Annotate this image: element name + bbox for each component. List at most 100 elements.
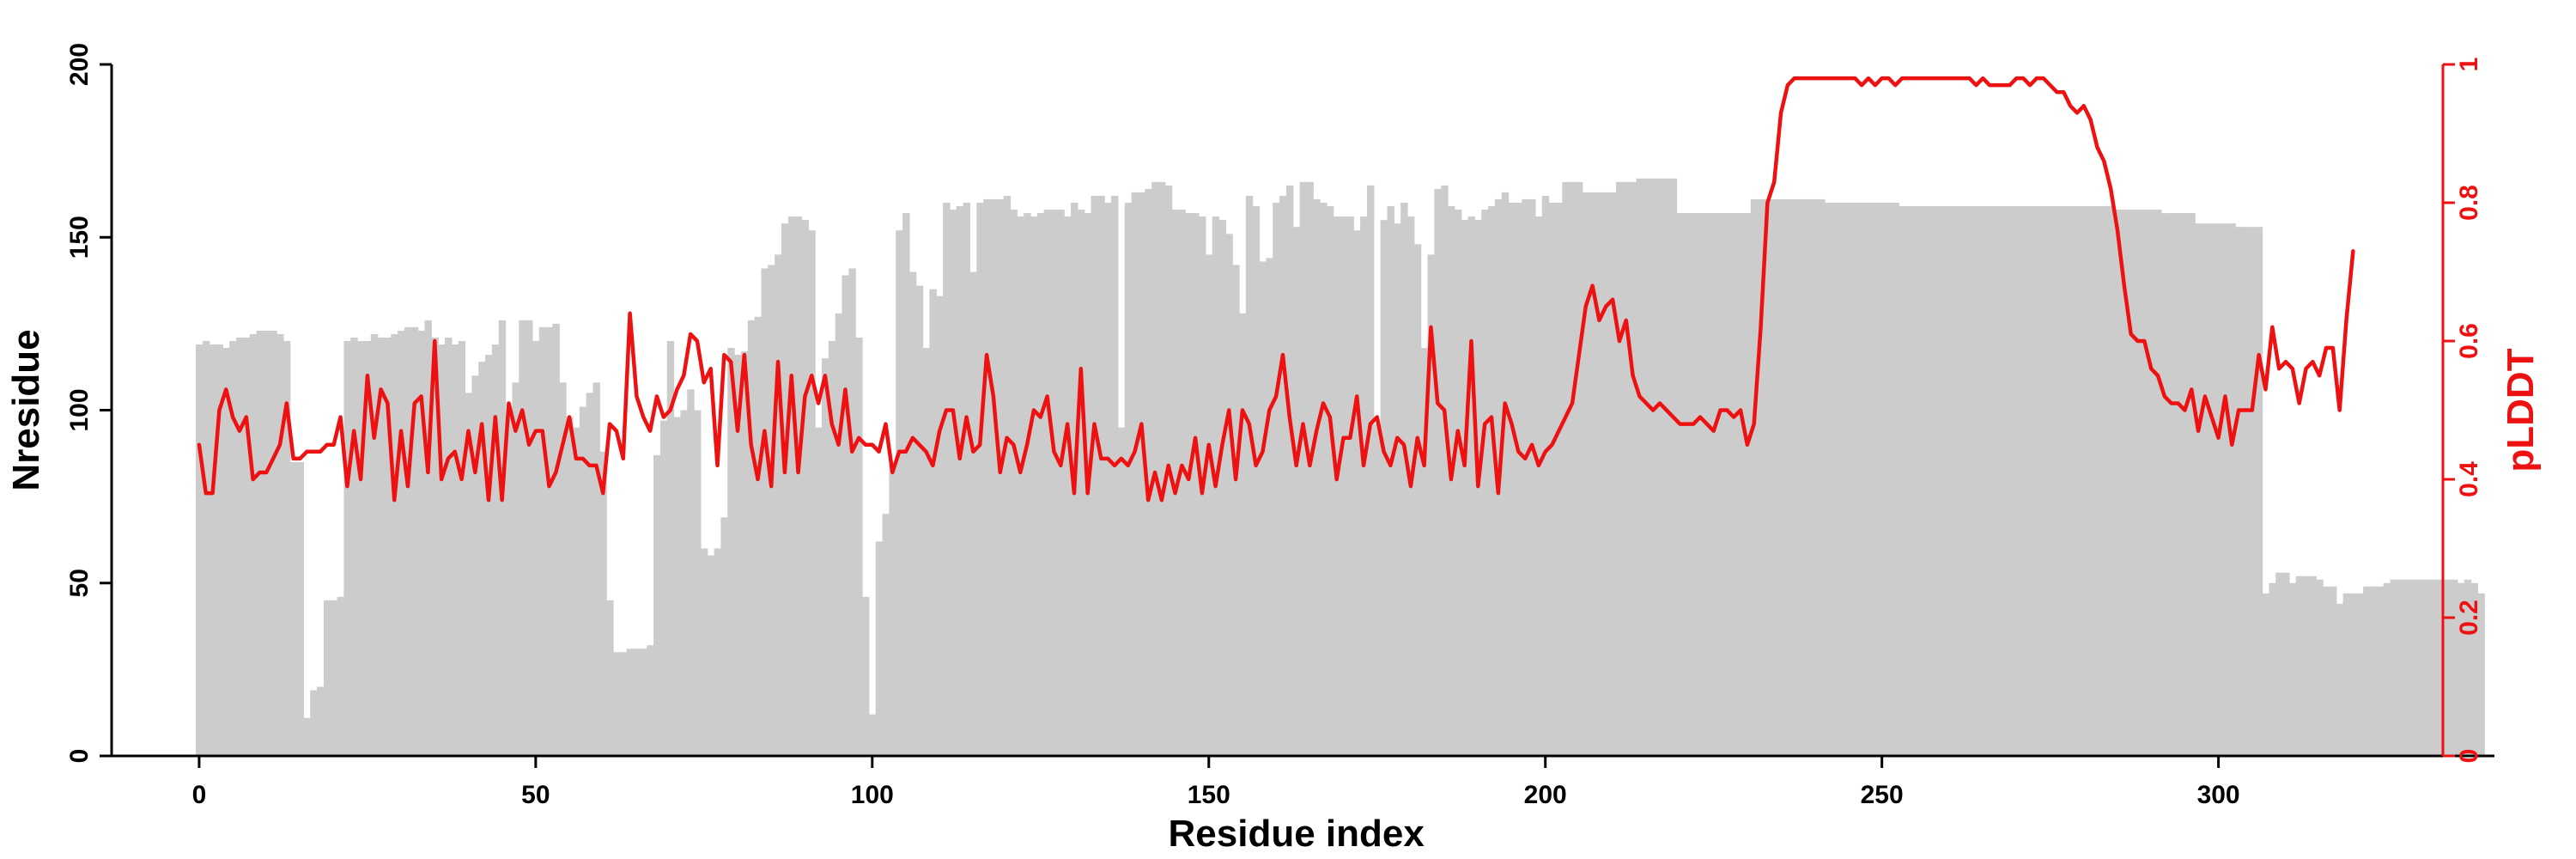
bar [2215,223,2223,756]
bar [2080,206,2088,756]
bar [943,203,951,756]
bar [949,210,957,757]
bar [2470,582,2478,756]
bar [2423,579,2432,756]
bar [787,216,796,757]
bar [1905,206,1913,756]
bar [478,362,486,756]
bar [363,341,372,756]
y2-tick-label: 0.4 [2455,461,2483,497]
bar [1454,210,1462,757]
bar [1151,181,1159,757]
bar [1737,213,1745,756]
bar [613,652,621,756]
bar [2451,579,2458,756]
bar [1932,206,1940,756]
bar [2221,223,2229,756]
x-axis-title: Residue index [1169,813,1425,855]
bar [586,393,594,757]
bar [707,555,715,756]
bar [2282,572,2290,756]
bar [2275,572,2283,756]
bar [424,320,432,756]
bar [1703,213,1711,756]
bar [680,410,688,756]
bar [2302,576,2311,756]
bar [404,326,412,756]
bar [350,337,358,756]
bar [2188,213,2196,756]
bar [1138,192,1145,756]
bar [1871,203,1880,756]
bar [714,548,722,756]
bar [1313,198,1321,757]
x-tick-label: 300 [2197,781,2240,809]
bar [1017,216,1024,757]
bar [1548,203,1557,756]
bar [2100,206,2108,756]
bar [1952,206,1960,756]
bar [2181,213,2189,756]
bar [1582,192,1590,756]
bar [1488,206,1496,756]
bar [647,645,654,756]
x-tick-label: 150 [1188,781,1230,809]
bar [2228,223,2236,756]
bar [1285,185,1294,757]
bar [936,295,944,756]
bar [1010,210,1018,757]
bar [1892,203,1899,756]
bar [2154,210,2162,757]
bar [889,465,896,756]
bar [626,649,635,756]
bar [1117,427,1126,757]
bar [1185,213,1193,756]
bar [445,337,453,756]
y-tick-label: 50 [65,569,94,597]
bar [1353,230,1361,756]
bar [357,341,365,756]
bar [2262,593,2269,756]
bar [1804,198,1812,757]
bar [1946,206,1953,756]
bar [1622,181,1631,757]
bar [1340,216,1348,757]
bar [1434,188,1442,756]
bar [1844,203,1852,756]
bar [1528,198,1536,757]
bar [1171,210,1180,757]
bar [1232,265,1240,756]
bar [289,461,298,757]
bar [754,316,762,756]
bar [1797,198,1806,757]
bar [1259,261,1267,756]
bar [2356,593,2364,756]
plddt-line [197,76,2355,503]
bar [1878,203,1886,756]
bar [1757,198,1765,757]
bar [599,451,607,756]
bar [1306,181,1314,757]
y-tick-label: 0 [65,749,94,764]
bar [2167,213,2176,756]
y2-tick-label: 0.8 [2455,185,2483,221]
bar [815,427,823,757]
bar [969,271,977,756]
bar [283,341,291,756]
bar [653,454,661,756]
bar [1050,210,1058,757]
bar [694,410,702,756]
bar [317,686,325,756]
bar [2323,586,2330,756]
bar [1825,203,1832,756]
bar [1662,178,1671,756]
bar [552,323,560,757]
bar [2026,206,2034,756]
bar [666,341,675,756]
bar [1979,206,1987,756]
bar [2127,210,2136,757]
bar [2114,210,2122,757]
bar [1838,203,1846,756]
bar [216,344,223,756]
